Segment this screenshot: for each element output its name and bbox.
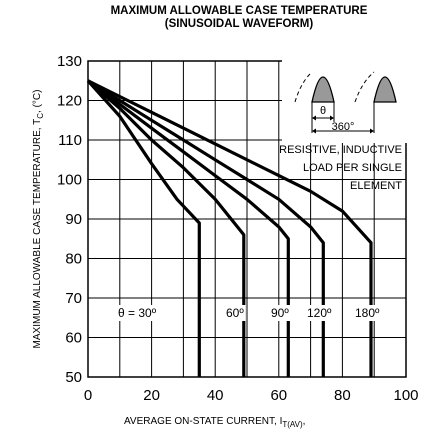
y-tick-label: 100: [57, 172, 82, 189]
chart-title-line-1: MAXIMUM ALLOWABLE CASE TEMPERATURE: [111, 5, 368, 17]
x-tick-label: 0: [84, 387, 92, 404]
curve-series-3: [87, 79, 290, 377]
curve-label-4: 120º: [307, 306, 332, 320]
inset-period-label: 360°: [332, 121, 355, 133]
waveform-inset: θ 360°: [282, 55, 410, 143]
curve-label-background: [270, 305, 291, 321]
chart-title-line-2: (SINUSOIDAL WAVEFORM): [165, 18, 314, 30]
curve-label-5: 180º: [355, 306, 380, 320]
tick-label-layer: 0 20 40 60 80 100 50 60 70 80 90 100 110 120 130: [57, 53, 419, 404]
curve-layer: [86, 79, 373, 377]
curve-label-background: [117, 305, 158, 321]
y-tick-label: 70: [65, 290, 82, 307]
y-tick-label: 90: [65, 211, 82, 228]
y-tick-label: 110: [58, 132, 82, 149]
curve-series-1: [86, 79, 201, 377]
dashed-waveform-1: [294, 71, 313, 103]
curve-series-4: [87, 79, 325, 377]
x-tick-label: 20: [143, 387, 160, 404]
half-wave-shape-2: [373, 76, 397, 103]
y-tick-label: 130: [57, 53, 82, 70]
curve-label-background: [225, 305, 246, 321]
curve-series-5: [87, 79, 373, 377]
y-tick-label: 50: [65, 369, 82, 386]
x-tick-label: 40: [207, 387, 224, 404]
curve-label-background: [354, 305, 382, 321]
annotation-line-3: ELEMENT: [350, 180, 402, 192]
curve-label-layer: θ = 30º 60º 90º 120º 180º: [117, 305, 382, 321]
annotation-line-1: RESISTIVE, INDUCTIVE: [279, 144, 402, 156]
curve-label-background: [306, 305, 334, 321]
half-wave-shape-1: [311, 76, 335, 103]
curve-label-3: 90º: [271, 306, 289, 320]
x-tick-label: 100: [393, 387, 418, 404]
dashed-waveform-2: [354, 71, 375, 103]
y-tick-label: 60: [65, 330, 82, 347]
inset-theta-label: θ: [320, 105, 326, 117]
curve-label-2: 60º: [226, 306, 244, 320]
curve-label-1: θ = 30º: [118, 306, 157, 320]
x-tick-label: 80: [334, 387, 351, 404]
x-axis-label: AVERAGE ON-STATE CURRENT, IT(AV),: [124, 416, 305, 429]
x-tick-label: 60: [270, 387, 287, 404]
y-tick-label: 80: [65, 251, 82, 268]
y-axis-label: MAXIMUM ALLOWABLE CASE TEMPERATURE, TC, …: [32, 90, 45, 349]
y-tick-label: 120: [57, 93, 82, 110]
plot-frame: [87, 60, 407, 378]
annotation-line-2: LOAD PER SINGLE: [303, 162, 402, 174]
curve-series-2: [86, 79, 246, 377]
